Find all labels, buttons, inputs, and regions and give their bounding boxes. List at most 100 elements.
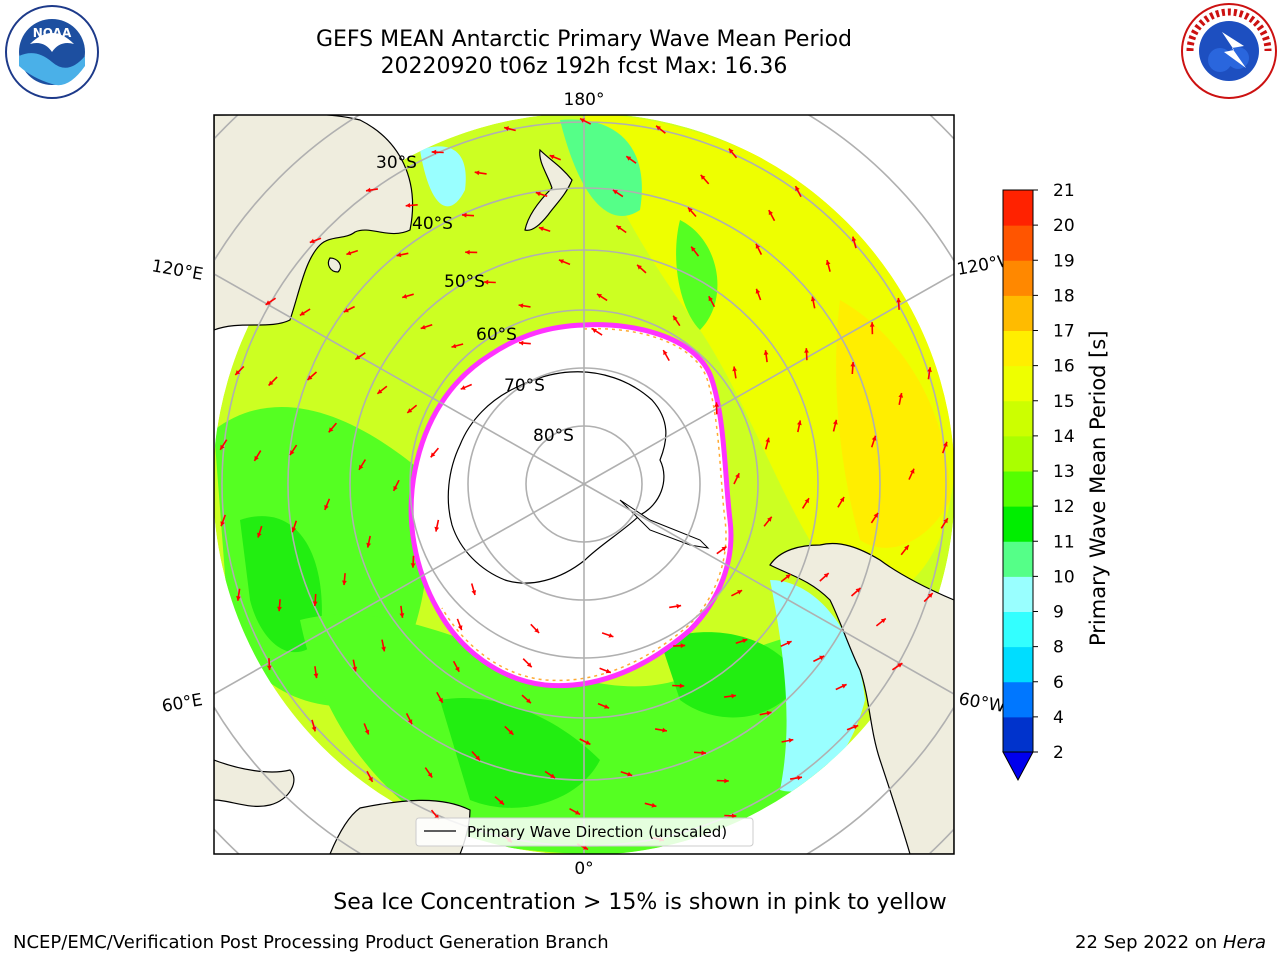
wave-arrow-head: [407, 408, 413, 413]
colorbar-tick-label: 18: [1053, 286, 1075, 306]
wave-arrow-head: [819, 655, 825, 661]
map-frame: [213, 114, 955, 855]
wave-arrow-head: [438, 697, 443, 703]
wave-arrow-head: [737, 590, 743, 595]
wave-arrow-head: [366, 542, 371, 548]
colorbar-tick-label: 12: [1053, 497, 1075, 517]
colorbar-tick-label: 20: [1053, 216, 1075, 236]
wave-arrow-head: [732, 366, 737, 372]
wave-arrow-head: [785, 574, 791, 579]
colorbar-tick-label: 21: [1053, 181, 1075, 201]
wave-arrow-head: [508, 729, 514, 735]
colorbar-tick-label: 19: [1053, 251, 1075, 271]
wave-arrow-head: [804, 498, 809, 504]
wave-arrow-head: [359, 464, 364, 470]
wave-arrow-head: [680, 643, 686, 649]
lat-label-30s: 30°S: [376, 153, 417, 173]
wave-arrow-head: [575, 810, 581, 815]
wave-arrow-head: [731, 693, 736, 699]
wave-arrow-head: [431, 149, 437, 155]
wave-arrow-head: [742, 638, 748, 644]
colorbar-segment: [1003, 681, 1033, 718]
wave-arrow-head: [797, 420, 802, 426]
colorbar-segment: [1003, 295, 1033, 331]
wave-arrow-head: [910, 468, 915, 474]
lon-label-60e: 60°E: [160, 690, 204, 717]
colorbar-extend-triangle: [1002, 751, 1034, 782]
wave-arrow-head: [688, 207, 693, 213]
wave-arrow-head: [729, 148, 734, 154]
noaa-logo: NOAA: [4, 4, 100, 100]
lon-label-180: 180°: [564, 90, 605, 110]
wave-arrow-head: [880, 618, 886, 624]
wave-arrow-head: [627, 771, 633, 777]
wave-arrow-head: [534, 628, 540, 633]
wave-arrow-head: [328, 427, 334, 433]
colorbar-segment: [1003, 611, 1033, 648]
wave-arrow-head: [927, 593, 933, 598]
wave-arrow-head: [457, 625, 463, 631]
footer-date: 22 Sep 2022 on Hera: [1075, 932, 1266, 953]
wave-arrow-head: [851, 236, 857, 242]
wave-arrow-head: [604, 704, 610, 709]
colorbar-segment: [1003, 576, 1033, 612]
colorbar-tick-label: 10: [1053, 567, 1075, 587]
colorbar-segment: [1003, 541, 1033, 577]
lat-label-40s: 40°S: [412, 214, 453, 234]
colorbar-segment: [1003, 471, 1033, 507]
wave-arrow-head: [346, 250, 352, 256]
lat-label-70s: 70°S: [504, 376, 545, 396]
wave-arrow-head: [724, 778, 729, 784]
colorbar-segment: [1003, 260, 1033, 296]
nws-logo: [1180, 2, 1278, 100]
wave-arrow-head: [311, 726, 317, 732]
wave-arrow-head: [701, 750, 706, 756]
colorbar-segment: [1003, 365, 1033, 402]
wave-arrow-head: [364, 729, 370, 735]
wave-arrow-head: [626, 156, 632, 161]
wave-arrow-head: [605, 668, 611, 674]
wave-arrow-head: [377, 389, 383, 394]
wave-arrow-head: [943, 518, 948, 524]
colorbar-tick-label: 9: [1053, 603, 1064, 623]
colorbar-segment: [1003, 190, 1033, 226]
lat-label-60s: 60°S: [476, 325, 517, 345]
wave-arrow-head: [662, 727, 667, 733]
lon-label-0: 0°: [574, 859, 593, 879]
wave-arrow-head: [504, 126, 509, 131]
lon-label-120e: 120°E: [150, 256, 204, 285]
wave-arrow-head: [904, 545, 909, 551]
wave-arrow-head: [290, 450, 295, 456]
colorbar-tick-label: 17: [1053, 322, 1075, 342]
wave-arrow-head: [526, 698, 531, 704]
wave-arrow-head: [673, 315, 678, 321]
wave-arrow-head: [312, 601, 318, 606]
wave-arrow-head: [471, 590, 477, 595]
colorbar-segment: [1003, 716, 1033, 753]
wave-arrow-head: [427, 772, 433, 778]
colorbar-segment: [1003, 435, 1033, 472]
wave-arrow-head: [462, 212, 467, 218]
wave-arrow-head: [475, 755, 480, 761]
wave-arrow-head: [765, 437, 770, 443]
wave-arrow-head: [823, 573, 829, 578]
wave-arrow-head: [405, 203, 411, 208]
wave-arrow-head: [460, 385, 466, 390]
wave-arrow-head: [608, 633, 614, 638]
wave-arrow-head: [850, 362, 856, 367]
wave-arrow-head: [585, 740, 591, 745]
wave-arrow-head: [898, 393, 904, 398]
lat-label-50s: 50°S: [444, 272, 485, 292]
wave-arrow-head: [927, 367, 932, 372]
wave-arrow-head: [254, 455, 259, 461]
wave-arrow-head: [410, 563, 416, 568]
wave-arrow-head: [430, 452, 436, 458]
wave-arrow-head: [526, 662, 532, 668]
wave-arrow-head: [896, 297, 901, 303]
colorbar-tick-label: 15: [1053, 392, 1075, 412]
wave-arrow-head: [235, 370, 241, 375]
colorbar-tick-label: 16: [1053, 357, 1075, 377]
wave-arrow-head: [869, 322, 875, 327]
wave-arrow-head: [676, 603, 682, 609]
wave-arrow-head: [656, 125, 661, 131]
